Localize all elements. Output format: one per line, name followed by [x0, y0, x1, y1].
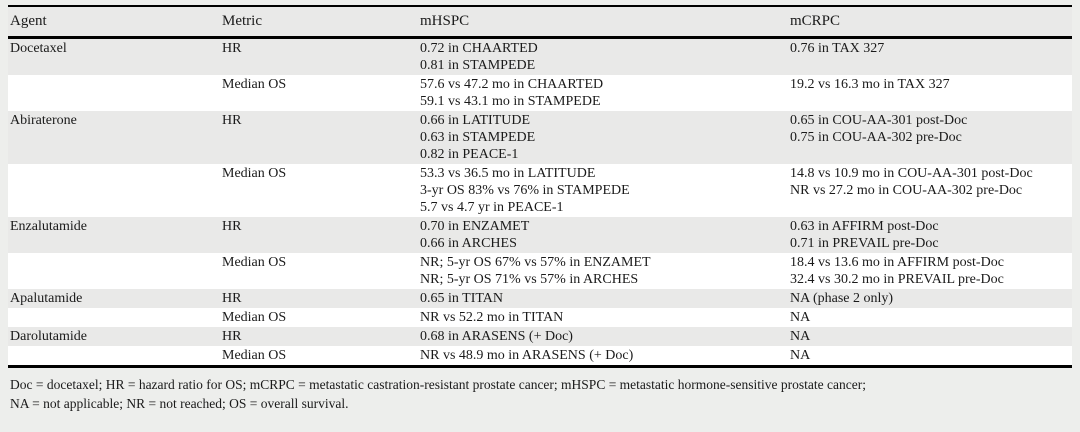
- header-metric: Metric: [222, 13, 262, 29]
- cell-agent: Apalutamide: [10, 291, 83, 306]
- cell-mcrpc: 0.76 in TAX 327: [790, 41, 885, 56]
- table-row: Apalutamide HR 0.65 in TITAN NA (phase 2 on…: [8, 289, 1072, 308]
- cell-mcrpc: 18.4 vs 13.6 mo in AFFIRM post-Doc 32.4 v…: [790, 255, 1004, 287]
- cell-metric: Median OS: [222, 310, 287, 325]
- cell-mcrpc: 19.2 vs 16.3 mo in TAX 327: [790, 77, 950, 92]
- cell-metric: Median OS: [222, 166, 287, 181]
- cell-metric: Median OS: [222, 77, 287, 92]
- table-header-row: Agent Metric mHSPC mCRPC: [8, 7, 1072, 36]
- cell-mcrpc: 0.65 in COU-AA-301 post-Doc 0.75 in COU-A…: [790, 113, 968, 145]
- cell-mhspc: 0.70 in ENZAMET 0.66 in ARCHES: [420, 219, 530, 251]
- table-row: Darolutamide HR 0.68 in ARASENS (+ Doc) NA: [8, 327, 1072, 346]
- header-mhspc: mHSPC: [420, 13, 470, 29]
- cell-metric: Median OS: [222, 255, 287, 270]
- cell-mcrpc: NA: [790, 310, 811, 325]
- cell-mcrpc: NA: [790, 348, 811, 363]
- cell-mcrpc: NA: [790, 329, 811, 344]
- trial-comparison-table: Agent Metric mHSPC mCRPC Docetaxel HR 0.72…: [8, 5, 1072, 413]
- header-agent: Agent: [10, 13, 47, 29]
- table-row: Enzalutamide HR 0.70 in ENZAMET 0.66 in ARC…: [8, 217, 1072, 253]
- top-rule: [8, 5, 1072, 7]
- footnote-line: NA = not applicable; NR = not reached; O…: [10, 396, 349, 411]
- table-row: Median OS NR; 5-yr OS 67% vs 57% in ENZAM…: [8, 253, 1072, 289]
- table-row: Median OS 53.3 vs 36.5 mo in LATITUDE 3-yr…: [8, 164, 1072, 217]
- cell-agent: [8, 309, 222, 326]
- cell-metric: HR: [222, 219, 242, 234]
- cell-agent: Docetaxel: [10, 41, 67, 56]
- cell-mhspc: NR; 5-yr OS 67% vs 57% in ENZAMET NR; 5-y…: [420, 255, 651, 287]
- table-row: Median OS NR vs 52.2 mo in TITAN NA: [8, 308, 1072, 327]
- table-body: Docetaxel HR 0.72 in CHAARTED 0.81 in STAMP…: [8, 39, 1072, 365]
- cell-metric: HR: [222, 41, 242, 56]
- cell-agent: Enzalutamide: [10, 219, 87, 234]
- cell-agent: [8, 165, 222, 216]
- cell-agent: Abiraterone: [10, 113, 77, 128]
- cell-mhspc: 0.66 in LATITUDE 0.63 in STAMPEDE 0.82 in …: [420, 113, 536, 162]
- cell-metric: Median OS: [222, 348, 287, 363]
- header-mcrpc: mCRPC: [790, 13, 841, 29]
- table-footnote: Doc = docetaxel; HR = hazard ratio for O…: [8, 368, 1072, 413]
- header-rule: [8, 36, 1072, 39]
- cell-mhspc: NR vs 48.9 mo in ARASENS (+ Doc): [420, 348, 634, 363]
- table-row: Median OS NR vs 48.9 mo in ARASENS (+ Doc…: [8, 346, 1072, 365]
- cell-agent: [8, 76, 222, 110]
- cell-agent: [8, 254, 222, 288]
- cell-metric: HR: [222, 329, 242, 344]
- cell-agent: Darolutamide: [10, 329, 87, 344]
- cell-mhspc: NR vs 52.2 mo in TITAN: [420, 310, 564, 325]
- cell-metric: HR: [222, 291, 242, 306]
- cell-mcrpc: 14.8 vs 10.9 mo in COU-AA-301 post-Doc NR…: [790, 166, 1033, 198]
- bottom-rule: [8, 365, 1072, 368]
- cell-mcrpc: 0.63 in AFFIRM post-Doc 0.71 in PREVAIL p…: [790, 219, 939, 251]
- table-row: Abiraterone HR 0.66 in LATITUDE 0.63 in STA…: [8, 111, 1072, 164]
- cell-mhspc: 53.3 vs 36.5 mo in LATITUDE 3-yr OS 83% v…: [420, 166, 630, 215]
- cell-mhspc: 0.72 in CHAARTED 0.81 in STAMPEDE: [420, 41, 538, 73]
- footnote-line: Doc = docetaxel; HR = hazard ratio for O…: [10, 377, 866, 392]
- cell-mcrpc: NA (phase 2 only): [790, 291, 894, 306]
- table-row: Docetaxel HR 0.72 in CHAARTED 0.81 in STAMP…: [8, 39, 1072, 75]
- cell-mhspc: 0.65 in TITAN: [420, 291, 504, 306]
- cell-metric: HR: [222, 113, 242, 128]
- cell-mhspc: 57.6 vs 47.2 mo in CHAARTED 59.1 vs 43.1 …: [420, 77, 604, 109]
- cell-agent: [8, 347, 222, 364]
- table-row: Median OS 57.6 vs 47.2 mo in CHAARTED 59.1…: [8, 75, 1072, 111]
- cell-mhspc: 0.68 in ARASENS (+ Doc): [420, 329, 573, 344]
